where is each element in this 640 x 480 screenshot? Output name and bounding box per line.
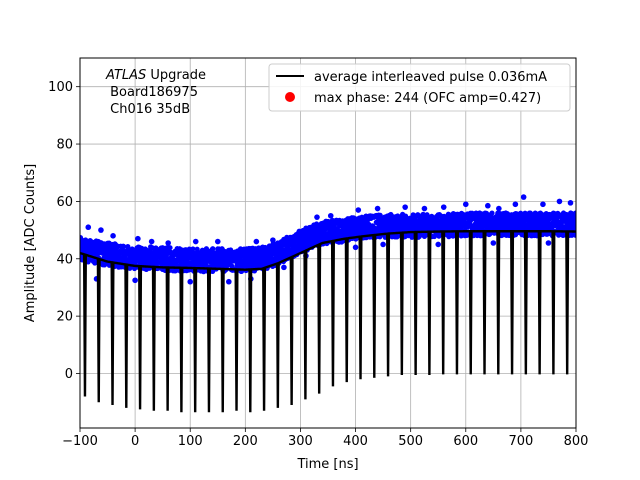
annotation-board: Board186975 xyxy=(106,85,198,100)
x-tick-label: 300 xyxy=(288,434,313,449)
annotation-atlas: ATLAS xyxy=(105,68,146,83)
svg-text:ATLAS Upgrade: ATLAS Upgrade xyxy=(105,68,206,83)
x-tick-label: 500 xyxy=(398,434,423,449)
x-tick-label: 400 xyxy=(343,434,368,449)
scatter-point xyxy=(485,202,491,209)
y-tick-label: 80 xyxy=(56,138,73,153)
scatter-point xyxy=(567,200,574,206)
y-tick-label: 20 xyxy=(56,310,73,325)
data-band xyxy=(80,210,576,275)
scatter-point xyxy=(374,205,381,212)
scatter-point xyxy=(98,227,104,233)
scatter-point xyxy=(424,212,430,218)
scatter-point xyxy=(489,210,495,216)
plot-frame xyxy=(79,57,577,429)
scatter-point xyxy=(540,201,546,208)
scatter-point xyxy=(440,204,447,210)
scatter-point xyxy=(435,241,442,248)
scatter-point xyxy=(352,244,359,251)
scatter-point xyxy=(214,238,221,245)
scatter-point xyxy=(85,224,92,231)
y-tick-label: 100 xyxy=(48,80,73,95)
y-axis-ticks: 0 20 40 60 80 100 xyxy=(48,80,80,382)
legend: average interleaved pulse 0.036mA max ph… xyxy=(268,63,571,112)
scatter-point xyxy=(462,201,469,208)
scatter-point xyxy=(165,240,171,246)
legend-label-average-pulse: average interleaved pulse 0.036mA xyxy=(314,70,547,85)
x-tick-label: −100 xyxy=(62,434,98,449)
scatter-point xyxy=(327,212,334,219)
y-axis-label: Amplitude [ADC Counts] xyxy=(23,164,38,322)
y-tick-label: 40 xyxy=(56,252,73,267)
scatter-point xyxy=(110,233,116,239)
scatter-point xyxy=(402,204,408,210)
scatter-point xyxy=(573,214,576,220)
x-tick-label: 700 xyxy=(508,434,533,449)
scatter-point xyxy=(190,246,196,252)
scatter-point xyxy=(573,210,576,216)
x-tick-label: 800 xyxy=(564,434,589,449)
scatter-point xyxy=(573,225,576,231)
scatter-point xyxy=(132,277,138,284)
scatter-point xyxy=(167,245,173,251)
scatter-point xyxy=(421,205,428,212)
scatter-point xyxy=(573,232,576,238)
scatter-point xyxy=(192,238,199,245)
scatter-point xyxy=(148,238,155,245)
average-pulse-line xyxy=(80,230,576,413)
scatter-point xyxy=(545,240,552,246)
scatter-point xyxy=(187,278,194,285)
scatter-point xyxy=(512,201,519,208)
atlas-annotation: ATLAS Upgrade Board186975 Ch016 35dB xyxy=(105,68,206,117)
annotation-upgrade: Upgrade xyxy=(146,68,206,83)
y-tick-label: 60 xyxy=(56,195,73,210)
scatter-point xyxy=(270,237,276,243)
legend-box xyxy=(268,63,571,112)
x-tick-label: 200 xyxy=(233,434,258,449)
scatter-point xyxy=(210,246,216,252)
scatter-point xyxy=(380,241,386,248)
scatter-point xyxy=(314,214,320,220)
scatter-point xyxy=(121,243,127,250)
scatter-point xyxy=(490,240,497,246)
x-axis-label: Time [ns] xyxy=(296,457,358,472)
scatter-point xyxy=(253,238,260,245)
scatter-point xyxy=(355,207,362,213)
scatter-point xyxy=(226,278,232,285)
scatter-point xyxy=(496,205,502,212)
x-tick-label: 600 xyxy=(453,434,478,449)
pulse-line xyxy=(80,230,576,413)
scatter-point xyxy=(135,235,141,242)
legend-label-max-phase: max phase: 244 (OFC amp=0.427) xyxy=(314,91,541,106)
x-axis-ticks: −100 0 100 200 300 400 500 600 700 800 xyxy=(62,428,588,449)
y-tick-label: 0 xyxy=(65,367,73,382)
legend-dot-swatch xyxy=(285,92,295,102)
x-tick-label: 100 xyxy=(178,434,203,449)
scatter-point xyxy=(281,264,287,271)
annotation-channel: Ch016 35dB xyxy=(106,102,190,117)
scatter-point xyxy=(556,198,563,205)
scatter-point xyxy=(520,194,527,200)
x-tick-label: 0 xyxy=(131,434,139,449)
